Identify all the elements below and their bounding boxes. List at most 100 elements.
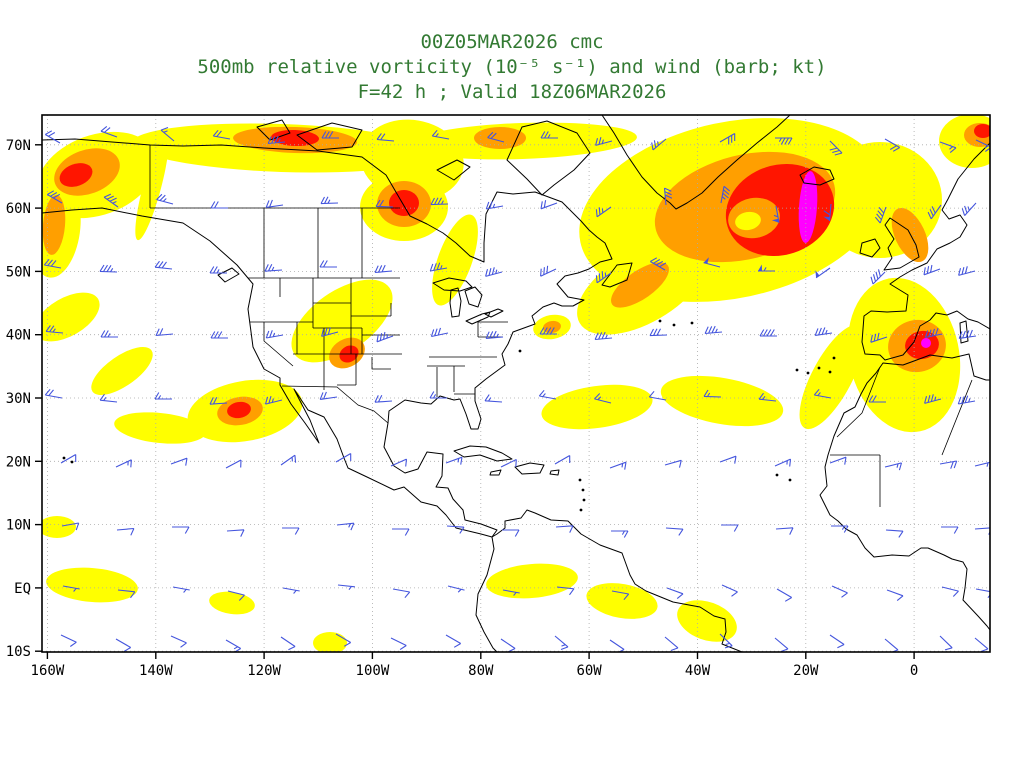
vorticity-blob: [46, 567, 138, 603]
barb-staff: [484, 394, 503, 403]
wind-barb: [721, 524, 739, 532]
barb-staff: [884, 638, 899, 652]
barb-staff: [390, 458, 408, 467]
wind-barb: [884, 462, 903, 471]
wind-barb: [611, 590, 630, 601]
wind-barb: [172, 526, 190, 534]
barb-staff: [500, 638, 516, 652]
lat-label: 70N: [6, 138, 31, 154]
wind-barb: [870, 332, 888, 343]
vorticity-blob: [586, 583, 658, 619]
barb-staff: [650, 257, 667, 271]
barb-staff: [431, 129, 450, 140]
barb-staff: [47, 190, 63, 204]
barb-staff: [813, 388, 832, 399]
lon-label: 100W: [356, 663, 390, 679]
wind-barb: [648, 390, 667, 401]
barb-staff: [375, 199, 394, 208]
vorticity-blob: [42, 195, 66, 255]
coastline-newfoundland: [601, 262, 633, 288]
wind-barb: [721, 584, 738, 597]
coastline-north-america: [42, 138, 613, 538]
vorticity-blob: [42, 292, 100, 342]
wind-barb: [595, 137, 613, 146]
barb-staff: [719, 455, 737, 464]
lat-label: 10N: [6, 518, 31, 534]
vorticity-blob: [543, 320, 561, 334]
barb-staff: [885, 529, 904, 538]
wind-barb: [939, 460, 958, 469]
vorticity-blob: [474, 127, 526, 149]
barb-staff: [117, 589, 136, 599]
wind-barb: [376, 133, 395, 142]
coastline-south-america: [475, 509, 743, 652]
barb-pennant: [703, 257, 709, 264]
wind-barb: [374, 264, 393, 274]
barb-staff: [99, 264, 118, 273]
barb-staff: [554, 635, 569, 651]
wind-barb: [831, 585, 848, 598]
wind-barb: [225, 639, 241, 652]
barb-staff: [665, 527, 684, 536]
barb-staff: [487, 131, 505, 143]
wind-barb: [117, 589, 136, 599]
wind-barb: [267, 135, 286, 145]
wind-barb: [829, 634, 845, 649]
barb-staff: [649, 328, 668, 337]
barb-staff: [961, 202, 977, 216]
title-valid-time: F=42 h ; Valid 18Z06MAR2026: [357, 81, 667, 103]
barb-staff: [280, 636, 296, 651]
wind-barb: [282, 527, 300, 535]
wind-barb: [446, 525, 465, 534]
coastline-africa: [819, 353, 990, 631]
vorticity-blob: [227, 401, 251, 419]
barb-staff: [773, 205, 780, 223]
barb-staff: [703, 389, 722, 398]
barb-staff: [554, 455, 571, 465]
wind-barb: [958, 266, 976, 276]
wind-barb: [594, 331, 613, 341]
wind-barb: [265, 199, 284, 208]
wind-barb: [445, 456, 463, 465]
lon-label: 140W: [139, 663, 173, 679]
barb-staff: [594, 331, 613, 341]
wind-barb: [775, 527, 794, 535]
wind-barb: [154, 260, 173, 270]
barb-staff: [774, 637, 789, 652]
barb-staff: [210, 331, 228, 339]
wind-barb: [116, 527, 135, 536]
wind-barb: [390, 458, 408, 467]
barb-staff: [776, 588, 792, 602]
barb-staff: [957, 395, 976, 405]
wind-barb: [172, 586, 190, 593]
wind-barb: [319, 260, 337, 268]
barb-staff: [212, 129, 231, 140]
wind-barb: [975, 139, 990, 152]
wind-barb: [210, 331, 228, 339]
barb-staff: [337, 584, 355, 591]
barb-staff: [60, 634, 77, 647]
wind-barb: [703, 257, 721, 268]
vorticity-blob: [799, 324, 865, 430]
wind-barb: [924, 328, 943, 339]
barb-staff: [540, 265, 557, 277]
barb-staff: [759, 329, 777, 337]
wind-barb: [43, 258, 62, 269]
barb-staff: [870, 269, 886, 285]
wind-barb: [445, 634, 461, 648]
wind-barb: [719, 455, 737, 464]
barb-staff: [595, 206, 612, 218]
coastline-caribbean-islands: [453, 445, 560, 476]
wind-barb: [485, 267, 503, 277]
wind-barb: [594, 393, 612, 404]
barb-staff: [154, 260, 173, 270]
barb-staff: [116, 527, 135, 536]
wind-barb: [282, 587, 300, 594]
wind-barb: [320, 196, 339, 205]
barb-staff: [267, 135, 286, 145]
wind-barb: [100, 125, 118, 138]
wind-barb: [154, 392, 172, 400]
barb-staff: [720, 185, 731, 204]
barb-staff: [775, 527, 794, 535]
barb-staff: [927, 204, 942, 220]
